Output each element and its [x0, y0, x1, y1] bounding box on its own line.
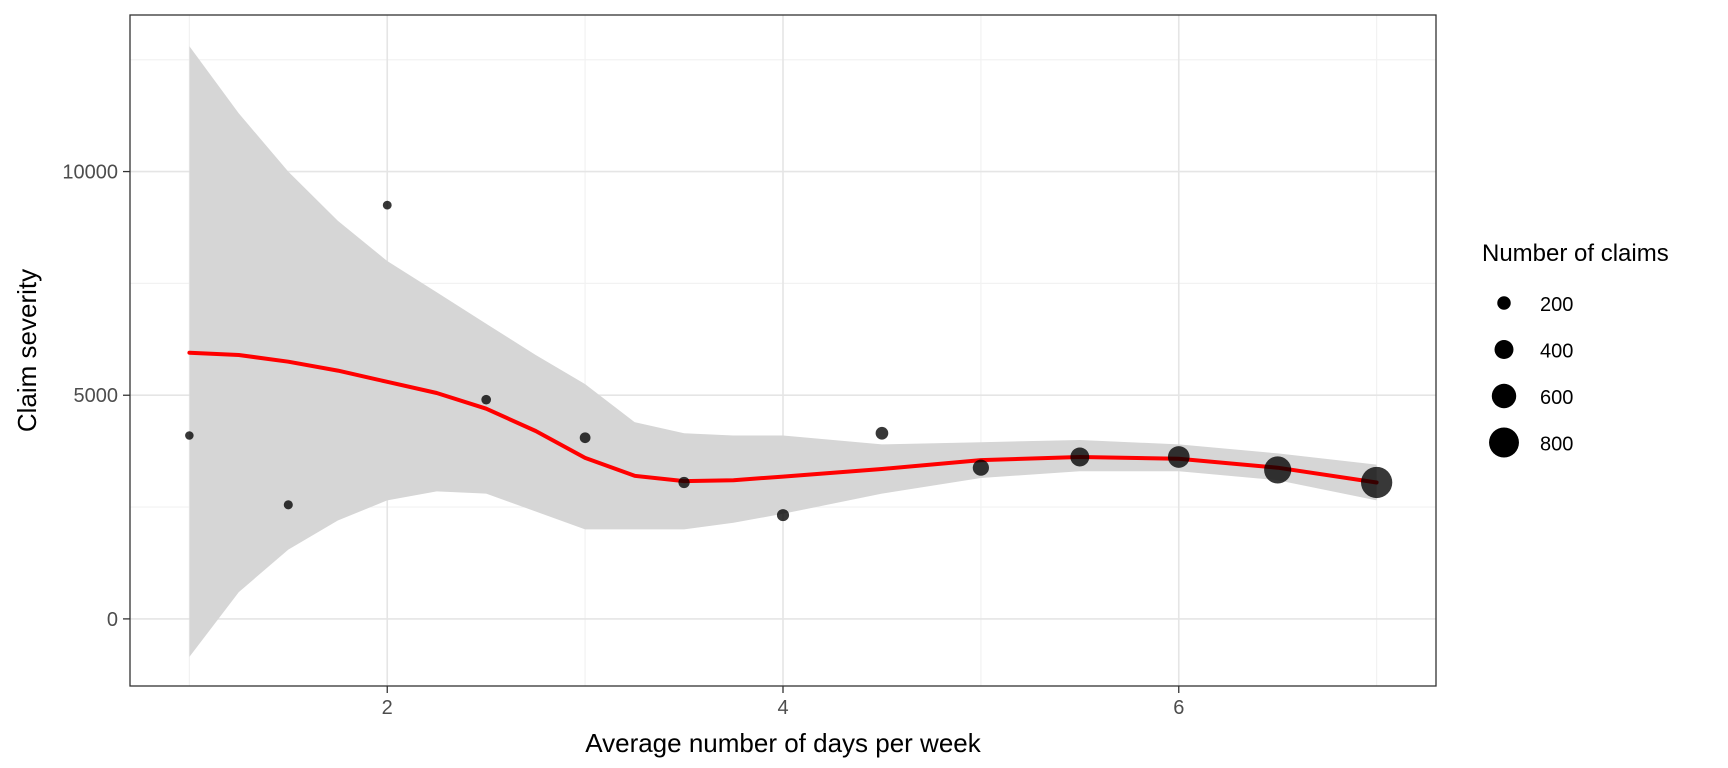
data-point: [1360, 466, 1393, 499]
legend-label: 800: [1540, 434, 1573, 456]
legend-key: [1494, 340, 1514, 359]
y-tick-label: 5000: [74, 385, 119, 407]
data-point: [1070, 447, 1090, 467]
legend-label: 400: [1540, 341, 1573, 363]
y-tick-label: 0: [107, 609, 118, 631]
legend-key: [1497, 296, 1511, 310]
legend-label: 200: [1540, 294, 1573, 316]
data-point: [776, 509, 790, 522]
data-point: [481, 394, 492, 405]
legend-title: Number of claims: [1482, 240, 1669, 267]
y-axis-label: Claim severity: [12, 269, 42, 432]
x-tick-label: 2: [382, 697, 393, 719]
legend-entries: 200 400 600 800: [1489, 294, 1573, 458]
confidence-band-area: [189, 46, 1377, 657]
legend-label: 600: [1540, 387, 1573, 409]
data-points: [185, 200, 1393, 522]
data-point: [283, 500, 293, 510]
legend: Number of claims 200 400 600 800: [1482, 240, 1669, 458]
data-point: [579, 432, 591, 444]
data-point: [185, 431, 194, 440]
y-tick-label: 10000: [62, 162, 118, 184]
data-point: [382, 200, 392, 210]
legend-key: [1489, 427, 1519, 458]
x-tick-label: 6: [1173, 697, 1184, 719]
confidence-band: [189, 46, 1377, 657]
data-point: [1167, 446, 1190, 468]
data-point: [972, 459, 989, 476]
x-axis-label: Average number of days per week: [585, 728, 982, 758]
grid-lines: [130, 15, 1436, 686]
legend-key: [1491, 383, 1517, 409]
data-point: [875, 426, 889, 440]
axes: 2 4 6 0 5000 10000: [62, 162, 1184, 719]
data-point: [678, 476, 690, 489]
x-tick-label: 4: [777, 697, 788, 719]
data-point: [1264, 456, 1292, 484]
